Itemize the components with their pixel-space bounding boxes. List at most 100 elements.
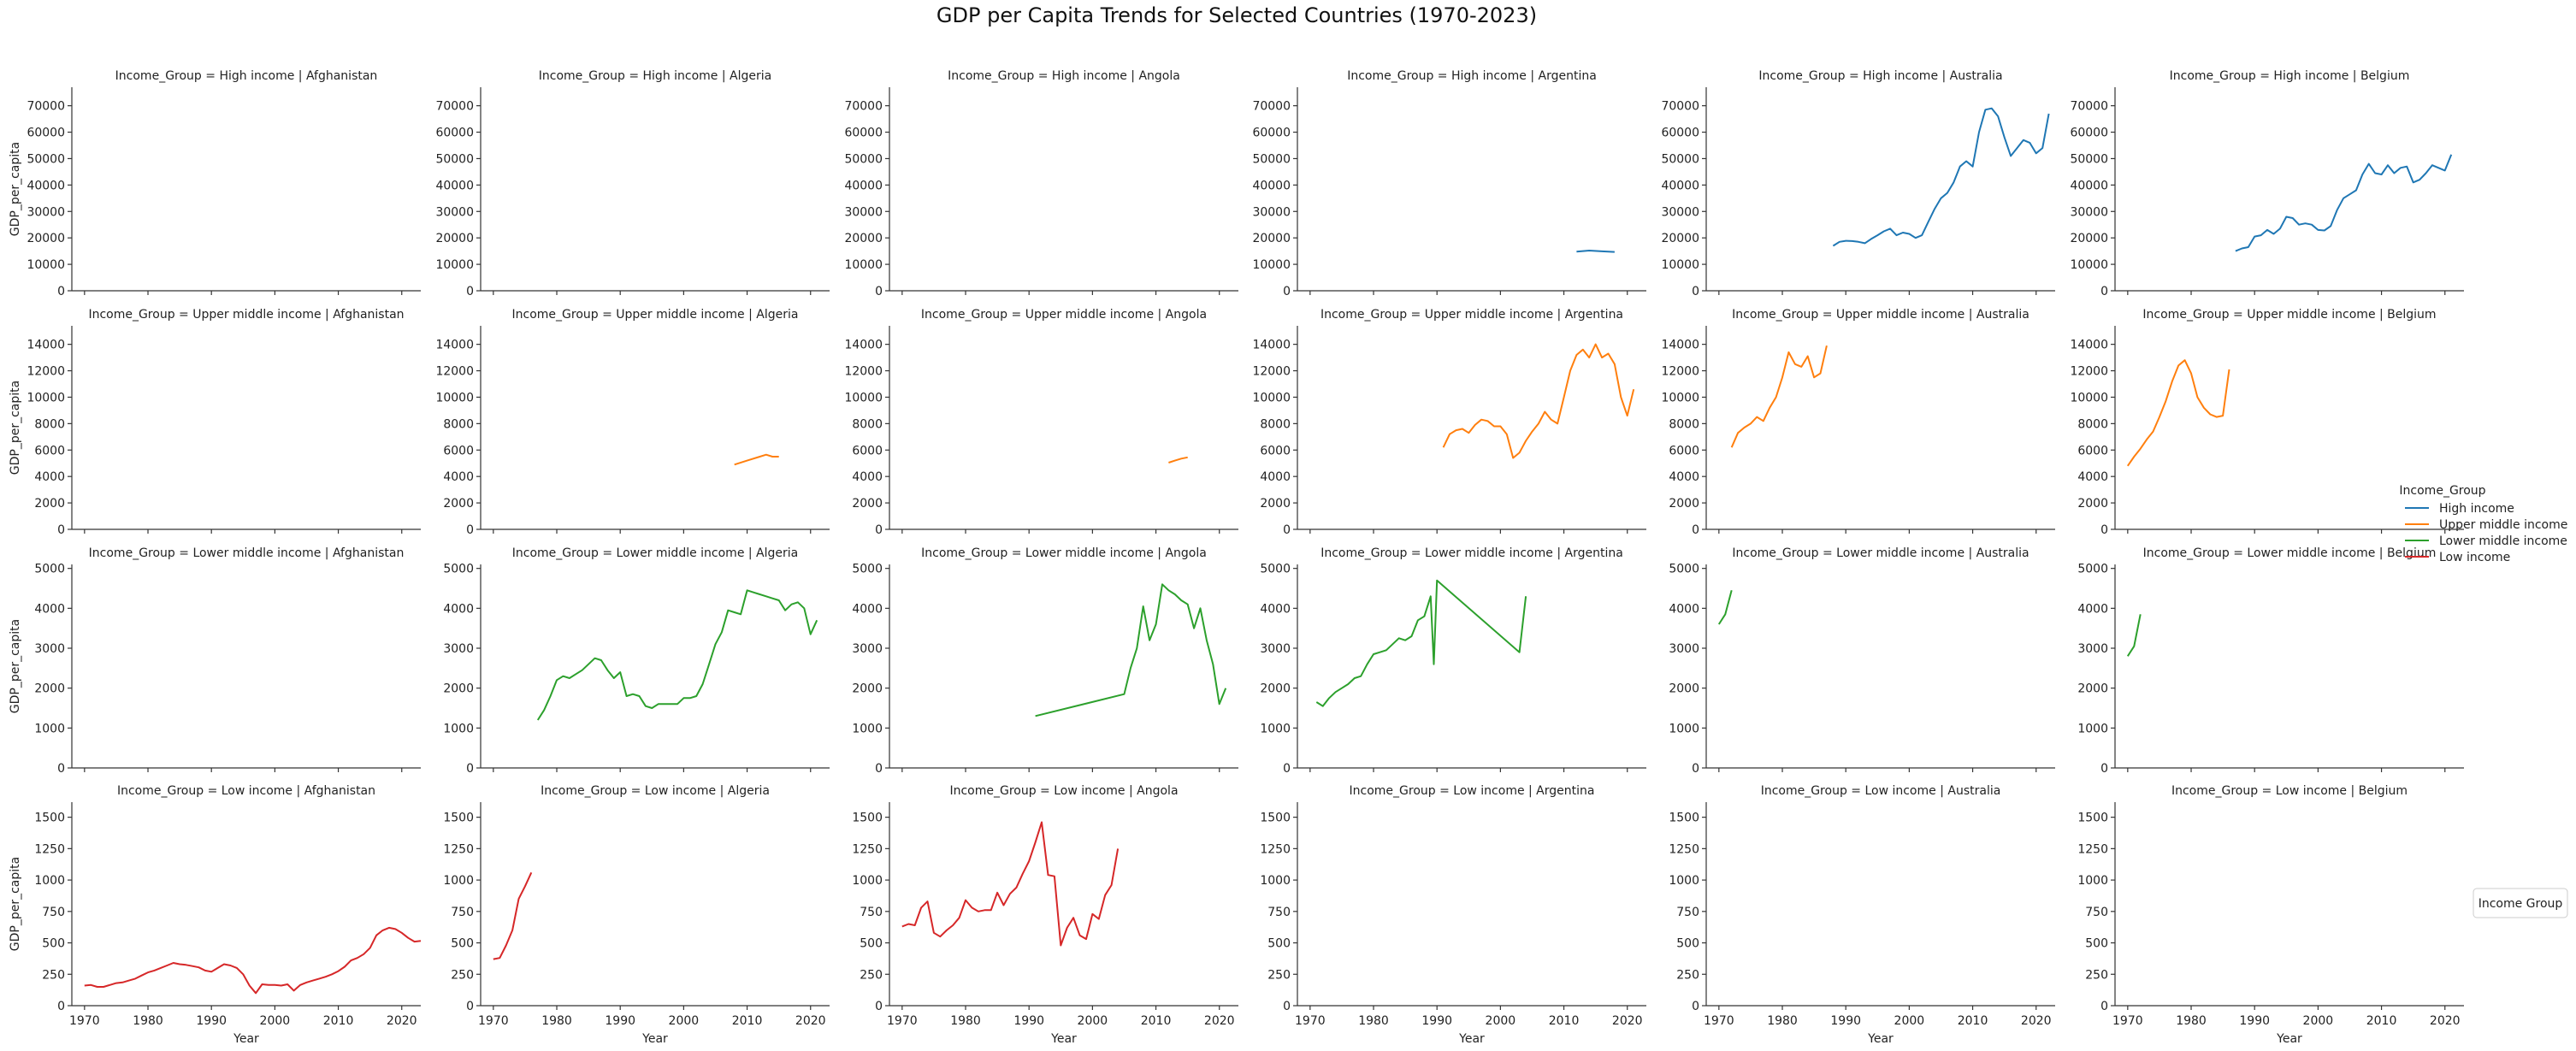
y-tick-label: 1250 (1669, 842, 1699, 856)
y-tick-label: 4000 (443, 602, 474, 616)
y-tick-label: 1000 (2077, 722, 2108, 735)
legend-box-frame (2473, 888, 2568, 918)
facet-label: Income_Group = Lower middle income | Arg… (1320, 546, 1623, 560)
facet-label: Income_Group = Lower middle income | Afg… (89, 546, 405, 560)
x-tick-label: 1980 (2176, 1014, 2207, 1028)
series-line (1315, 579, 1527, 707)
y-tick-label: 1000 (443, 722, 474, 735)
y-axis-label: GDP_per_capita (9, 857, 22, 951)
y-tick-label: 6000 (443, 444, 474, 458)
y-tick-label: 70000 (27, 100, 65, 114)
y-tick-label: 8000 (34, 417, 65, 431)
y-tick-label: 2000 (852, 497, 883, 511)
y-tick-label: 12000 (844, 365, 883, 379)
y-tick-label: 0 (1692, 1000, 1699, 1013)
y-tick-label: 40000 (844, 179, 883, 192)
x-tick-label: 1980 (133, 1014, 163, 1028)
facet-label: Income_Group = Lower middle income | Bel… (2143, 546, 2437, 560)
y-tick-label: 4000 (852, 470, 883, 484)
x-tick-label: 2020 (2430, 1014, 2461, 1028)
x-tick-label: 2000 (260, 1014, 291, 1028)
x-tick-label: 2010 (1141, 1014, 1172, 1028)
y-tick-label: 500 (1267, 937, 1291, 951)
x-tick-label: 1970 (1704, 1014, 1734, 1028)
y-tick-label: 10000 (2070, 258, 2108, 272)
facet-label: Income_Group = Upper middle income | Aus… (1732, 308, 2029, 322)
y-tick-label: 1000 (34, 874, 65, 888)
y-tick-label: 50000 (844, 152, 883, 166)
y-tick-label: 6000 (34, 444, 65, 458)
y-tick-label: 1250 (34, 842, 65, 856)
y-tick-label: 50000 (1252, 152, 1291, 166)
y-tick-label: 40000 (27, 179, 65, 192)
y-tick-label: 40000 (1661, 179, 1699, 192)
facet-label: Income_Group = Upper middle income | Ang… (921, 308, 1207, 322)
y-tick-label: 3000 (443, 642, 474, 656)
facet-label: Income_Group = Low income | Afghanistan (117, 784, 375, 798)
y-tick-label: 4000 (2077, 602, 2108, 616)
x-tick-label: 1990 (1421, 1014, 1452, 1028)
y-tick-label: 0 (1692, 285, 1699, 298)
y-tick-label: 0 (57, 1000, 65, 1013)
y-tick-label: 1500 (34, 812, 65, 825)
y-tick-label: 1500 (852, 812, 883, 825)
series-line (493, 871, 533, 960)
facet-panel: Income_Group = Low income | Algeria 0 250 5… (443, 784, 830, 1046)
y-tick-label: 5000 (1669, 563, 1699, 576)
facet-grid: Income_Group = High income | Afghanistan… (9, 69, 2464, 1046)
y-tick-label: 0 (1283, 285, 1291, 298)
y-tick-label: 500 (2085, 937, 2108, 951)
y-tick-label: 30000 (1252, 205, 1291, 219)
series-line (84, 926, 422, 995)
y-tick-label: 750 (2085, 906, 2108, 919)
x-tick-label: 2020 (387, 1014, 417, 1028)
y-tick-label: 14000 (2070, 339, 2108, 352)
x-tick-label: 2010 (1958, 1014, 1988, 1028)
y-tick-label: 4000 (1669, 470, 1699, 484)
facet-label: Income_Group = High income | Afghanistan (115, 69, 378, 83)
y-tick-label: 1000 (852, 874, 883, 888)
y-tick-label: 1500 (2077, 812, 2108, 825)
y-tick-label: 70000 (435, 100, 474, 114)
x-tick-label: 1970 (2112, 1014, 2143, 1028)
y-tick-label: 3000 (2077, 642, 2108, 656)
x-tick-label: 2000 (1078, 1014, 1108, 1028)
y-tick-label: 0 (875, 285, 883, 298)
x-tick-label: 2010 (323, 1014, 354, 1028)
y-tick-label: 12000 (2070, 365, 2108, 379)
facet-label: Income_Group = Lower middle income | Alg… (512, 546, 799, 560)
facet-panel: Income_Group = Upper middle income | Aus… (1661, 308, 2055, 537)
y-tick-label: 0 (2100, 1000, 2108, 1013)
y-tick-label: 10000 (2070, 391, 2108, 404)
series-line (1035, 583, 1227, 717)
y-tick-label: 0 (2100, 285, 2108, 298)
y-tick-label: 0 (466, 523, 474, 537)
y-tick-label: 8000 (1669, 417, 1699, 431)
facet-panel: Income_Group = Lower middle income | Ang… (852, 546, 1238, 776)
legend-box-title: Income Group (2479, 897, 2563, 911)
y-tick-label: 1500 (1669, 812, 1699, 825)
facet-label: Income_Group = High income | Australia (1758, 69, 2002, 83)
x-tick-label: 2020 (2021, 1014, 2052, 1028)
y-tick-label: 0 (466, 1000, 474, 1013)
y-tick-label: 2000 (852, 682, 883, 696)
x-tick-label: 1990 (196, 1014, 227, 1028)
y-tick-label: 20000 (2070, 232, 2108, 245)
series-line (1832, 107, 2050, 247)
facet-panel: Income_Group = Upper middle income | Arg… (1252, 308, 1646, 537)
x-tick-label: 2000 (1486, 1014, 1516, 1028)
y-tick-label: 14000 (1661, 339, 1699, 352)
y-tick-label: 2000 (1669, 682, 1699, 696)
y-tick-label: 3000 (34, 642, 65, 656)
x-tick-label: 1990 (605, 1014, 635, 1028)
y-tick-label: 10000 (1661, 391, 1699, 404)
y-tick-label: 1000 (1669, 874, 1699, 888)
x-tick-label: 2020 (795, 1014, 826, 1028)
y-tick-label: 750 (451, 906, 474, 919)
y-tick-label: 30000 (1661, 205, 1699, 219)
y-tick-label: 250 (451, 968, 474, 982)
y-tick-label: 5000 (2077, 563, 2108, 576)
legend-items: High income Upper middle income Lower midd… (2405, 502, 2567, 564)
x-tick-label: 1980 (950, 1014, 981, 1028)
